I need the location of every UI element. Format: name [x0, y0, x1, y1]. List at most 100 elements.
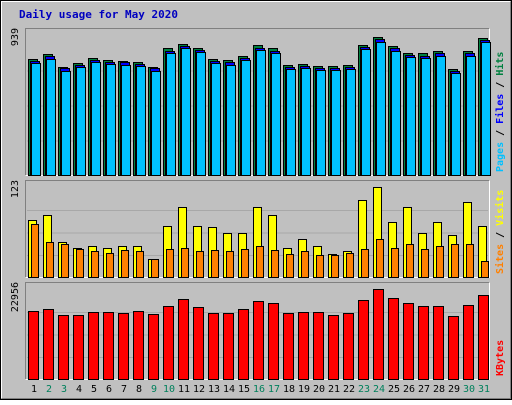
kbytes-bar-day-26 [403, 303, 414, 380]
sites-bar-day-9 [151, 259, 159, 278]
kbytes-bar-day-11-body [178, 299, 189, 380]
sites-bar-day-30 [466, 244, 474, 278]
chart-title: Daily usage for May 2020 [19, 8, 178, 21]
pages-bar-day-16 [256, 50, 266, 176]
legend-kbytes: KBytes [495, 340, 506, 376]
kbytes-bar-day-5 [88, 312, 99, 380]
sites-bar-day-21 [331, 255, 339, 278]
kbytes-bar-day-10-body [163, 306, 174, 380]
pages-bar-day-29-body [451, 73, 461, 176]
sites-bar-day-3 [61, 244, 69, 278]
sites-bar-day-28 [436, 246, 444, 278]
x-tick-label-day-16: 16 [253, 384, 265, 395]
pages-bar-day-8-body [136, 66, 146, 176]
kbytes-bar-day-28 [433, 306, 444, 380]
sites-bar-day-21-body [331, 255, 339, 278]
legend-separator: / [495, 76, 506, 94]
x-tick-label-day-8: 8 [136, 384, 142, 395]
kbytes-bar-day-15-body [238, 309, 249, 380]
sites-bar-day-9-body [151, 259, 159, 278]
panel-2-ymax-label: 123 [10, 180, 21, 198]
pages-bar-day-21 [331, 70, 341, 176]
pages-bar-day-8 [136, 66, 146, 176]
x-tick-label-day-19: 19 [298, 384, 310, 395]
kbytes-bar-day-13 [208, 313, 219, 380]
pages-bar-day-18 [286, 69, 296, 176]
legend-separator: / [495, 226, 506, 244]
outer-bevel-dark-edge [1, 1, 511, 399]
pages-bar-day-12-body [196, 52, 206, 176]
kbytes-bar-day-19 [298, 312, 309, 380]
pages-bar-day-9-body [151, 71, 161, 176]
x-tick-label-day-7: 7 [121, 384, 127, 395]
panel-1-legend: Pages / Files / Hits [494, 52, 506, 172]
pages-bar-day-3 [61, 71, 71, 176]
pages-bar-day-28-body [436, 56, 446, 176]
sites-bar-day-20-body [316, 255, 324, 278]
x-tick-label-day-24: 24 [373, 384, 385, 395]
pages-bar-day-13-body [211, 63, 221, 176]
panel-3-bevel-light-edge [25, 282, 490, 380]
sites-bar-day-10 [166, 249, 174, 278]
kbytes-bar-day-16 [253, 301, 264, 380]
kbytes-bar-day-14-body [223, 313, 234, 380]
pages-bar-day-5-body [91, 62, 101, 176]
sites-bar-day-12-body [196, 251, 204, 278]
kbytes-bar-day-9-body [148, 314, 159, 380]
x-tick-label-day-26: 26 [403, 384, 415, 395]
kbytes-bar-day-15 [238, 309, 249, 380]
x-tick-label-day-13: 13 [208, 384, 220, 395]
kbytes-bar-day-22 [343, 313, 354, 380]
sites-bar-day-13-body [211, 250, 219, 278]
sites-bar-day-2-body [46, 242, 54, 278]
sites-bar-day-11 [181, 248, 189, 278]
kbytes-bar-day-13-body [208, 313, 219, 380]
sites-bar-day-3-body [61, 244, 69, 278]
x-tick-label-day-23: 23 [358, 384, 370, 395]
sites-bar-day-22-body [346, 253, 354, 278]
legend-hits: Hits [494, 52, 506, 76]
sites-bar-day-12 [196, 251, 204, 278]
kbytes-bar-day-1-body [28, 311, 39, 380]
panel-3-ymax-label: 22956 [10, 282, 21, 312]
x-tick-label-day-28: 28 [433, 384, 445, 395]
pages-bar-day-28 [436, 56, 446, 176]
kbytes-bar-day-17-body [268, 303, 279, 380]
sites-bar-day-6 [106, 253, 114, 278]
panel-1-bevel-light-edge [25, 28, 490, 176]
x-tick-label-day-30: 30 [463, 384, 475, 395]
x-tick-label-day-17: 17 [268, 384, 280, 395]
pages-bar-day-24 [376, 42, 386, 176]
sites-bar-day-26 [406, 244, 414, 278]
x-tick-label-day-5: 5 [91, 384, 97, 395]
outer-bevel-light-edge [1, 1, 511, 399]
kbytes-bar-day-27-body [418, 306, 429, 380]
x-tick-label-day-9: 9 [151, 384, 157, 395]
pages-bar-day-15-body [241, 60, 251, 176]
pages-bar-day-26 [406, 57, 416, 176]
legend-sites: Sites [494, 244, 506, 274]
legend-visits: Visits [494, 190, 506, 226]
legend-pages: Pages [495, 142, 506, 172]
kbytes-bar-day-6-body [103, 312, 114, 380]
kbytes-bar-day-30 [463, 305, 474, 380]
kbytes-bar-day-16-body [253, 301, 264, 380]
pages-bar-day-5 [91, 62, 101, 176]
sites-bar-day-30-body [466, 244, 474, 278]
pages-bar-day-17-body [271, 53, 281, 176]
x-tick-label-day-20: 20 [313, 384, 325, 395]
sites-bar-day-16 [256, 246, 264, 278]
kbytes-bar-day-8 [133, 311, 144, 380]
pages-bar-day-1-body [31, 63, 41, 176]
pages-bar-day-14 [226, 65, 236, 176]
sites-bar-day-24-body [376, 239, 384, 278]
kbytes-bar-day-4-body [73, 315, 84, 380]
pages-bar-day-10-body [166, 53, 176, 176]
sites-bar-day-1 [31, 224, 39, 278]
kbytes-bar-day-2 [43, 309, 54, 380]
sites-bar-day-18 [286, 254, 294, 278]
pages-bar-day-1 [31, 63, 41, 176]
kbytes-bar-day-31-body [478, 295, 489, 380]
pages-bar-day-18-body [286, 69, 296, 176]
kbytes-bar-day-18-body [283, 313, 294, 380]
